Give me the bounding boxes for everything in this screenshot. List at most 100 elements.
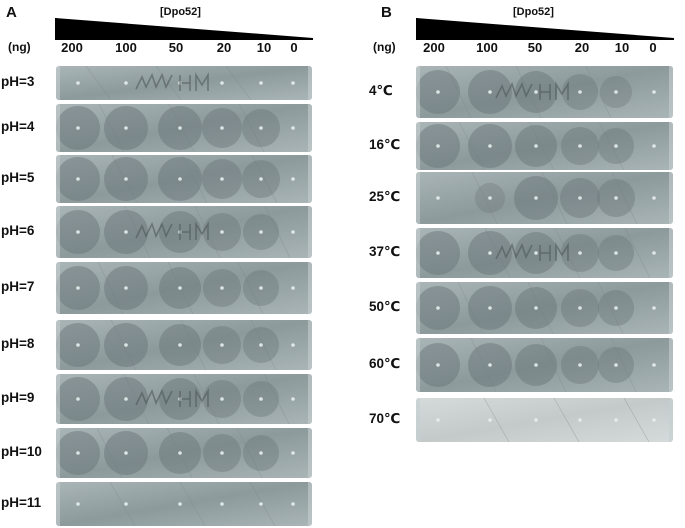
spot-dot bbox=[259, 81, 263, 85]
plate-photo bbox=[416, 66, 673, 118]
panel-b-plate-strip bbox=[416, 66, 673, 118]
spot-dot bbox=[259, 230, 263, 234]
plate-rim bbox=[308, 428, 312, 478]
spot-dot bbox=[614, 418, 618, 422]
spot-dot bbox=[488, 90, 492, 94]
spot-dot bbox=[76, 286, 80, 290]
plate-rim bbox=[669, 172, 673, 224]
spot-dot bbox=[259, 451, 263, 455]
panel-a-condition-label: pH=4 bbox=[1, 119, 35, 134]
spot-dot bbox=[124, 343, 128, 347]
scratch-line bbox=[527, 282, 554, 334]
spot-dot bbox=[220, 451, 224, 455]
spot-dot bbox=[76, 397, 80, 401]
panel-b-letter: B bbox=[381, 4, 392, 21]
scratch-line bbox=[623, 398, 650, 442]
panel-b-unit-label: (ng) bbox=[373, 40, 396, 54]
panel-b-plate-strip bbox=[416, 172, 673, 224]
panel-a-condition-label: pH=8 bbox=[1, 336, 35, 351]
plate-photo bbox=[416, 172, 673, 224]
spot-dot bbox=[652, 363, 656, 367]
spot-dot bbox=[220, 286, 224, 290]
spot-dot bbox=[578, 363, 582, 367]
panel-a-dose-50: 50 bbox=[168, 40, 184, 55]
panel-a-condition-label: pH=10 bbox=[1, 444, 42, 459]
scratch-line bbox=[237, 262, 264, 314]
spot-dot bbox=[220, 230, 224, 234]
plate-rim bbox=[308, 482, 312, 526]
panel-a-plate-strip bbox=[56, 374, 312, 424]
spot-dot bbox=[436, 418, 440, 422]
spot-dot bbox=[220, 177, 224, 181]
scratch-line bbox=[263, 374, 290, 424]
spot-dot bbox=[488, 418, 492, 422]
spot-dot bbox=[76, 343, 80, 347]
plate-rim bbox=[56, 66, 60, 100]
panel-b-condition-label: 37℃ bbox=[369, 244, 401, 259]
spot-dot bbox=[291, 230, 295, 234]
plate-rim bbox=[308, 206, 312, 258]
plate-rim bbox=[56, 104, 60, 152]
scratch-line bbox=[193, 374, 220, 424]
plate-rim bbox=[416, 338, 420, 392]
plate-photo bbox=[56, 320, 312, 370]
plate-rim bbox=[56, 155, 60, 203]
spot-dot bbox=[614, 196, 618, 200]
spot-dot bbox=[124, 81, 128, 85]
spot-dot bbox=[259, 177, 263, 181]
plate-marker-scribble bbox=[135, 72, 209, 91]
panel-b-condition-label: 4℃ bbox=[369, 83, 393, 98]
scratch-line bbox=[624, 228, 651, 278]
plate-rim bbox=[56, 482, 60, 526]
plate-photo bbox=[56, 104, 312, 152]
scratch-line bbox=[179, 482, 206, 526]
scratch-line bbox=[180, 320, 207, 370]
spot-dot bbox=[578, 90, 582, 94]
spot-dot bbox=[436, 251, 440, 255]
plate-rim bbox=[308, 320, 312, 370]
panel-a-letter: A bbox=[6, 4, 17, 21]
panel-a-dose-0: 0 bbox=[290, 40, 298, 55]
spot-dot bbox=[534, 196, 538, 200]
spot-dot bbox=[652, 144, 656, 148]
plate-rim bbox=[669, 338, 673, 392]
spot-dot bbox=[124, 451, 128, 455]
panel-b-dose-50: 50 bbox=[527, 40, 543, 55]
panel-b-condition-label: 25℃ bbox=[369, 189, 401, 204]
panel-a-condition-label: pH=5 bbox=[1, 170, 35, 185]
scratch-line bbox=[85, 66, 112, 100]
spot-dot bbox=[578, 418, 582, 422]
scratch-line bbox=[236, 428, 263, 478]
plate-photo bbox=[56, 262, 312, 314]
panel-b-plate-strip bbox=[416, 122, 673, 170]
panel-b-condition-label: 16℃ bbox=[369, 137, 401, 152]
plate-rim bbox=[669, 398, 673, 442]
spot-dot bbox=[291, 343, 295, 347]
panel-a-condition-label: pH=3 bbox=[1, 74, 35, 89]
spot-dot bbox=[76, 177, 80, 181]
panel-b-condition-label: 70℃ bbox=[369, 411, 401, 426]
spot-dot bbox=[614, 251, 618, 255]
panel-b-condition-label: 60℃ bbox=[369, 356, 401, 371]
scratch-line bbox=[238, 104, 265, 152]
spot-dot bbox=[178, 177, 182, 181]
spot-dot bbox=[291, 451, 295, 455]
spot-dot bbox=[578, 144, 582, 148]
spot-dot bbox=[220, 343, 224, 347]
spot-dot bbox=[178, 126, 182, 130]
spot-dot bbox=[178, 451, 182, 455]
spot-dot bbox=[652, 196, 656, 200]
spot-dot bbox=[220, 502, 224, 506]
plate-rim bbox=[56, 262, 60, 314]
spot-dot bbox=[124, 286, 128, 290]
spot-dot bbox=[534, 418, 538, 422]
panel-b-dose-0: 0 bbox=[649, 40, 657, 55]
plate-rim bbox=[416, 398, 420, 442]
plate-photo bbox=[56, 482, 312, 526]
plate-rim bbox=[669, 66, 673, 118]
panel-a-dose-200: 200 bbox=[61, 40, 83, 55]
spot-dot bbox=[76, 451, 80, 455]
panel-a-concentration-label: [Dpo52] bbox=[160, 6, 201, 18]
plate-marker-scribble bbox=[495, 242, 569, 261]
spot-dot bbox=[436, 196, 440, 200]
